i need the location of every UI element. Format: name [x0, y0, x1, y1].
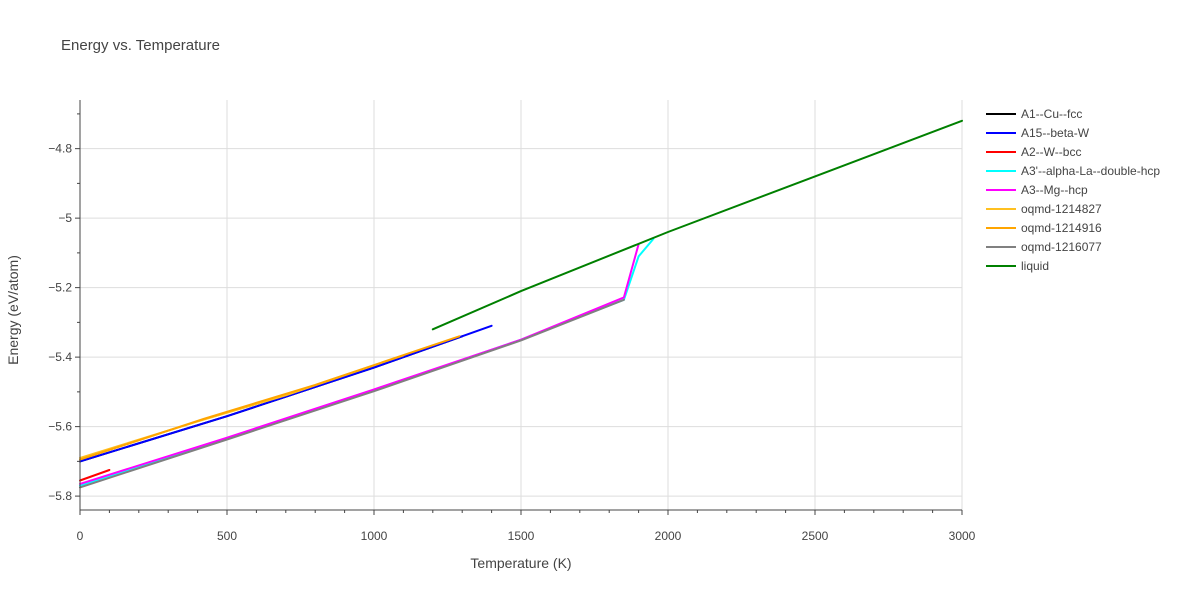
legend-item[interactable]: A3'--alpha-La--double-hcp [986, 164, 1160, 178]
legend-item[interactable]: oqmd-1216077 [986, 240, 1102, 254]
legend-item[interactable]: oqmd-1214827 [986, 202, 1102, 216]
legend-label: oqmd-1216077 [1021, 240, 1102, 254]
legend-item[interactable]: A15--beta-W [986, 126, 1090, 140]
y-tick-label: −5.6 [48, 420, 72, 434]
x-tick-label: 0 [77, 529, 84, 543]
series-line-a2-w-bcc [79, 469, 111, 482]
x-tick-label: 3000 [949, 529, 976, 543]
legend[interactable]: A1--Cu--fcc A15--beta-W A2--W--bcc A3'--alp… [986, 107, 1160, 273]
legend-label: A2--W--bcc [1021, 145, 1081, 159]
legend-item[interactable]: liquid [986, 259, 1049, 273]
y-tick-label: −4.8 [48, 142, 72, 156]
axis-layer: 0 500 1000 1500 2000 2500 3000 −5.8 −5.6 −5.4 −5.2… [48, 100, 976, 543]
x-tick-label: 2500 [802, 529, 829, 543]
series-line-liquid [431, 119, 963, 331]
legend-label: oqmd-1214827 [1021, 202, 1102, 216]
legend-item[interactable]: oqmd-1214916 [986, 221, 1102, 235]
x-tick-label: 1500 [508, 529, 535, 543]
legend-label: oqmd-1214916 [1021, 221, 1102, 235]
series-line-oqmd-1214916 [79, 335, 461, 461]
series-line-a3-mg-hcp [79, 243, 640, 485]
legend-item[interactable]: A1--Cu--fcc [986, 107, 1082, 121]
legend-label: liquid [1021, 259, 1049, 273]
x-tick-label: 1000 [361, 529, 388, 543]
legend-label: A3--Mg--hcp [1021, 183, 1088, 197]
legend-label: A1--Cu--fcc [1021, 107, 1082, 121]
x-tick-label: 500 [217, 529, 237, 543]
series-line-oqmd-1216077 [79, 298, 625, 489]
series-line-a15-beta-w [79, 324, 493, 463]
grid-layer [80, 100, 963, 510]
y-axis-title: Energy (eV/atom) [5, 255, 21, 365]
series-layer [79, 119, 963, 489]
series-line-a3-alpha-la-double-hcp [79, 238, 655, 487]
y-tick-label: −5 [58, 211, 72, 225]
chart-title: Energy vs. Temperature [61, 37, 220, 54]
legend-label: A15--beta-W [1021, 126, 1090, 140]
x-tick-label: 2000 [655, 529, 682, 543]
legend-item[interactable]: A3--Mg--hcp [986, 183, 1088, 197]
legend-item[interactable]: A2--W--bcc [986, 145, 1081, 159]
y-tick-label: −5.8 [48, 489, 72, 503]
y-tick-label: −5.4 [48, 350, 72, 364]
legend-label: A3'--alpha-La--double-hcp [1021, 164, 1160, 178]
x-axis-title: Temperature (K) [470, 555, 571, 571]
y-tick-label: −5.2 [48, 281, 72, 295]
